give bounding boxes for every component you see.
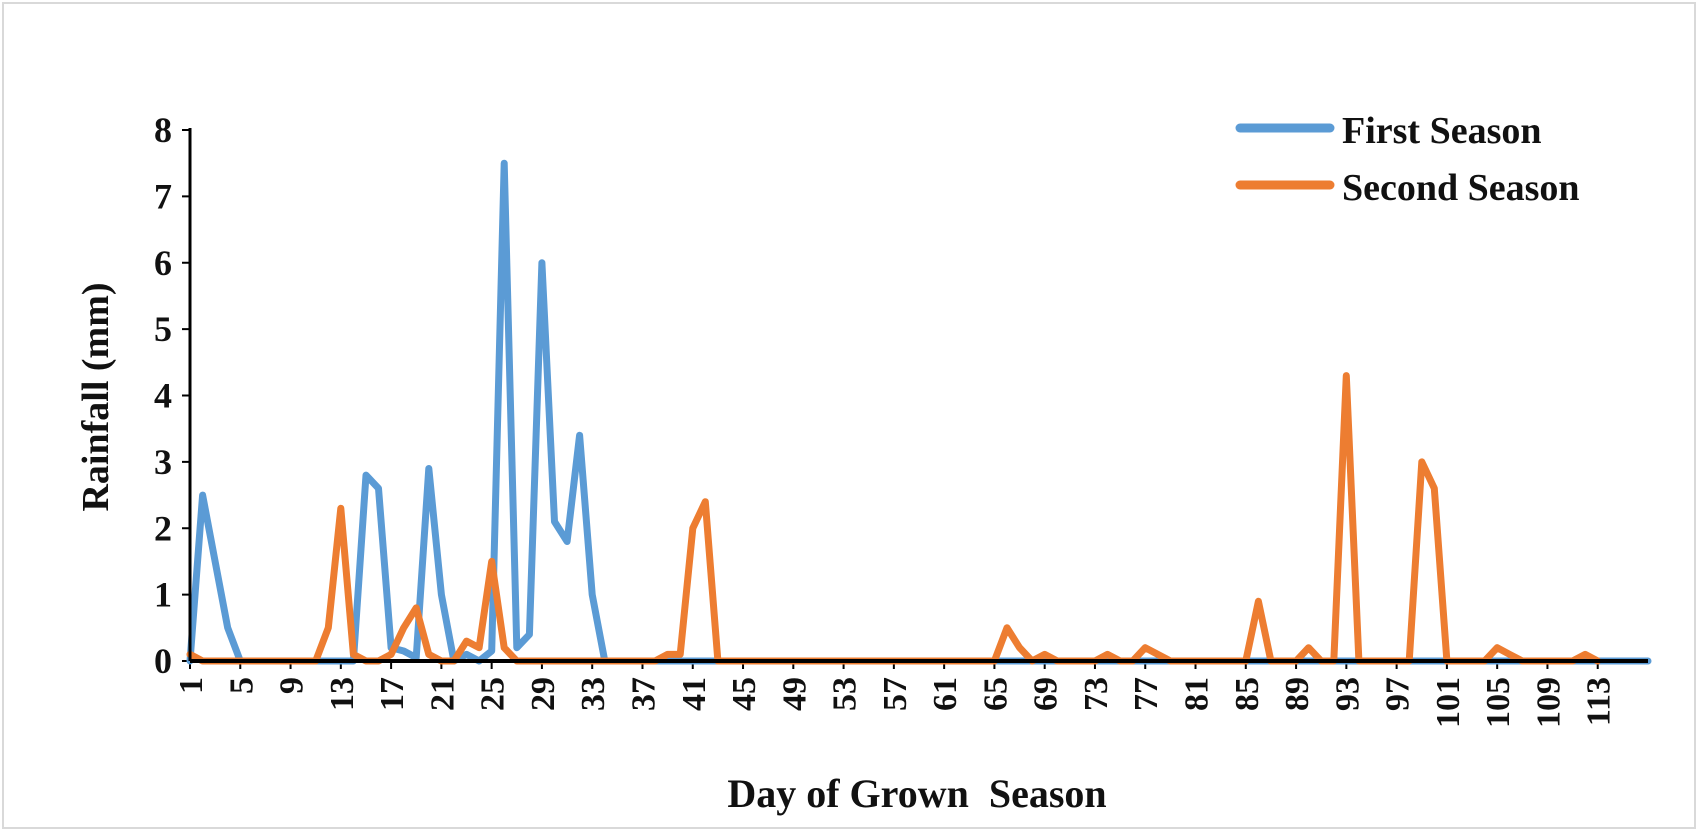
legend-label-first-season: First Season	[1342, 110, 1542, 152]
x-tick-label: 37	[625, 677, 662, 711]
x-axis-label: Day of Grown Season	[727, 771, 1106, 816]
x-tick-label: 57	[877, 677, 914, 711]
x-tick-label: 113	[1581, 677, 1618, 726]
y-axis-ticks: 0 1 2 3 4 5 6 7 8	[154, 110, 190, 681]
y-tick-label: 0	[154, 641, 172, 681]
x-tick-label: 33	[575, 677, 612, 711]
x-tick-label: 89	[1279, 677, 1316, 711]
y-tick-label: 8	[154, 110, 172, 150]
y-tick-label: 6	[154, 243, 172, 283]
y-tick-label: 3	[154, 442, 172, 482]
x-tick-label: 9	[274, 677, 311, 694]
x-tick-label: 97	[1380, 677, 1417, 711]
x-axis-ticks: 1 5 9 13 17 21 25 29 33 37 41 45 49 53 57 61 65 69 73 77 81 8…	[173, 661, 1618, 728]
x-tick-label: 53	[827, 677, 864, 711]
x-tick-label: 109	[1530, 677, 1567, 728]
y-tick-label: 2	[154, 508, 172, 548]
y-tick-label: 7	[154, 176, 172, 216]
series-line-second-season	[186, 372, 1602, 665]
y-tick-label: 4	[154, 376, 172, 416]
series-line-first-season	[186, 159, 1652, 665]
y-tick-label: 1	[154, 575, 172, 615]
x-tick-label: 49	[776, 677, 813, 711]
x-tick-label: 25	[475, 677, 512, 711]
x-tick-label: 21	[424, 677, 461, 711]
y-axis-label: Rainfall (mm)	[75, 282, 117, 511]
x-tick-label: 69	[1028, 677, 1065, 711]
series-layer	[186, 159, 1652, 665]
x-tick-label: 77	[1128, 677, 1165, 711]
x-tick-label: 17	[374, 677, 411, 711]
legend-label-second-season: Second Season	[1342, 167, 1580, 209]
x-tick-label: 93	[1329, 677, 1366, 711]
x-tick-label: 29	[525, 677, 562, 711]
x-tick-label: 81	[1179, 677, 1216, 711]
x-tick-label: 65	[977, 677, 1014, 711]
x-tick-label: 41	[676, 677, 713, 711]
x-tick-label: 105	[1480, 677, 1517, 728]
x-tick-label: 73	[1078, 677, 1115, 711]
x-tick-label: 1	[173, 677, 210, 694]
x-tick-label: 85	[1229, 677, 1266, 711]
x-tick-label: 5	[223, 677, 260, 694]
x-tick-label: 45	[726, 677, 763, 711]
y-tick-label: 5	[154, 309, 172, 349]
legend: First Season Second Season	[1235, 110, 1580, 209]
x-tick-label: 101	[1430, 677, 1467, 728]
x-tick-label: 61	[927, 677, 964, 711]
x-tick-label: 13	[324, 677, 361, 711]
